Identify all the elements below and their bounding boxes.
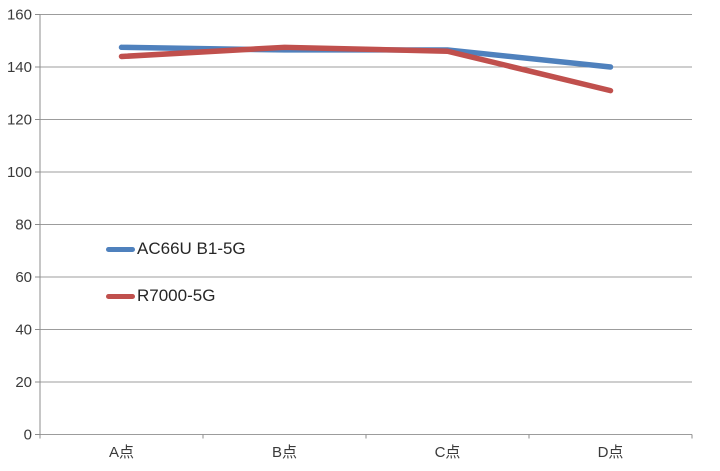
y-tick-label: 40 [15,322,32,339]
y-tick-label: 120 [7,112,32,129]
x-tick-label: A点 [109,444,134,461]
x-tick-label: D点 [598,444,624,461]
y-tick-label: 140 [7,59,32,76]
y-tick-label: 100 [7,164,32,181]
y-tick-label: 20 [15,374,32,391]
x-tick-label: C点 [435,444,461,461]
series-line-r7000-5g [118,44,614,94]
x-tick-label: B点 [272,444,297,461]
y-tick-label: 80 [15,217,32,234]
y-tick-label: 0 [24,427,32,444]
y-tick-label: 160 [7,7,32,24]
y-tick-label: 60 [15,269,32,286]
